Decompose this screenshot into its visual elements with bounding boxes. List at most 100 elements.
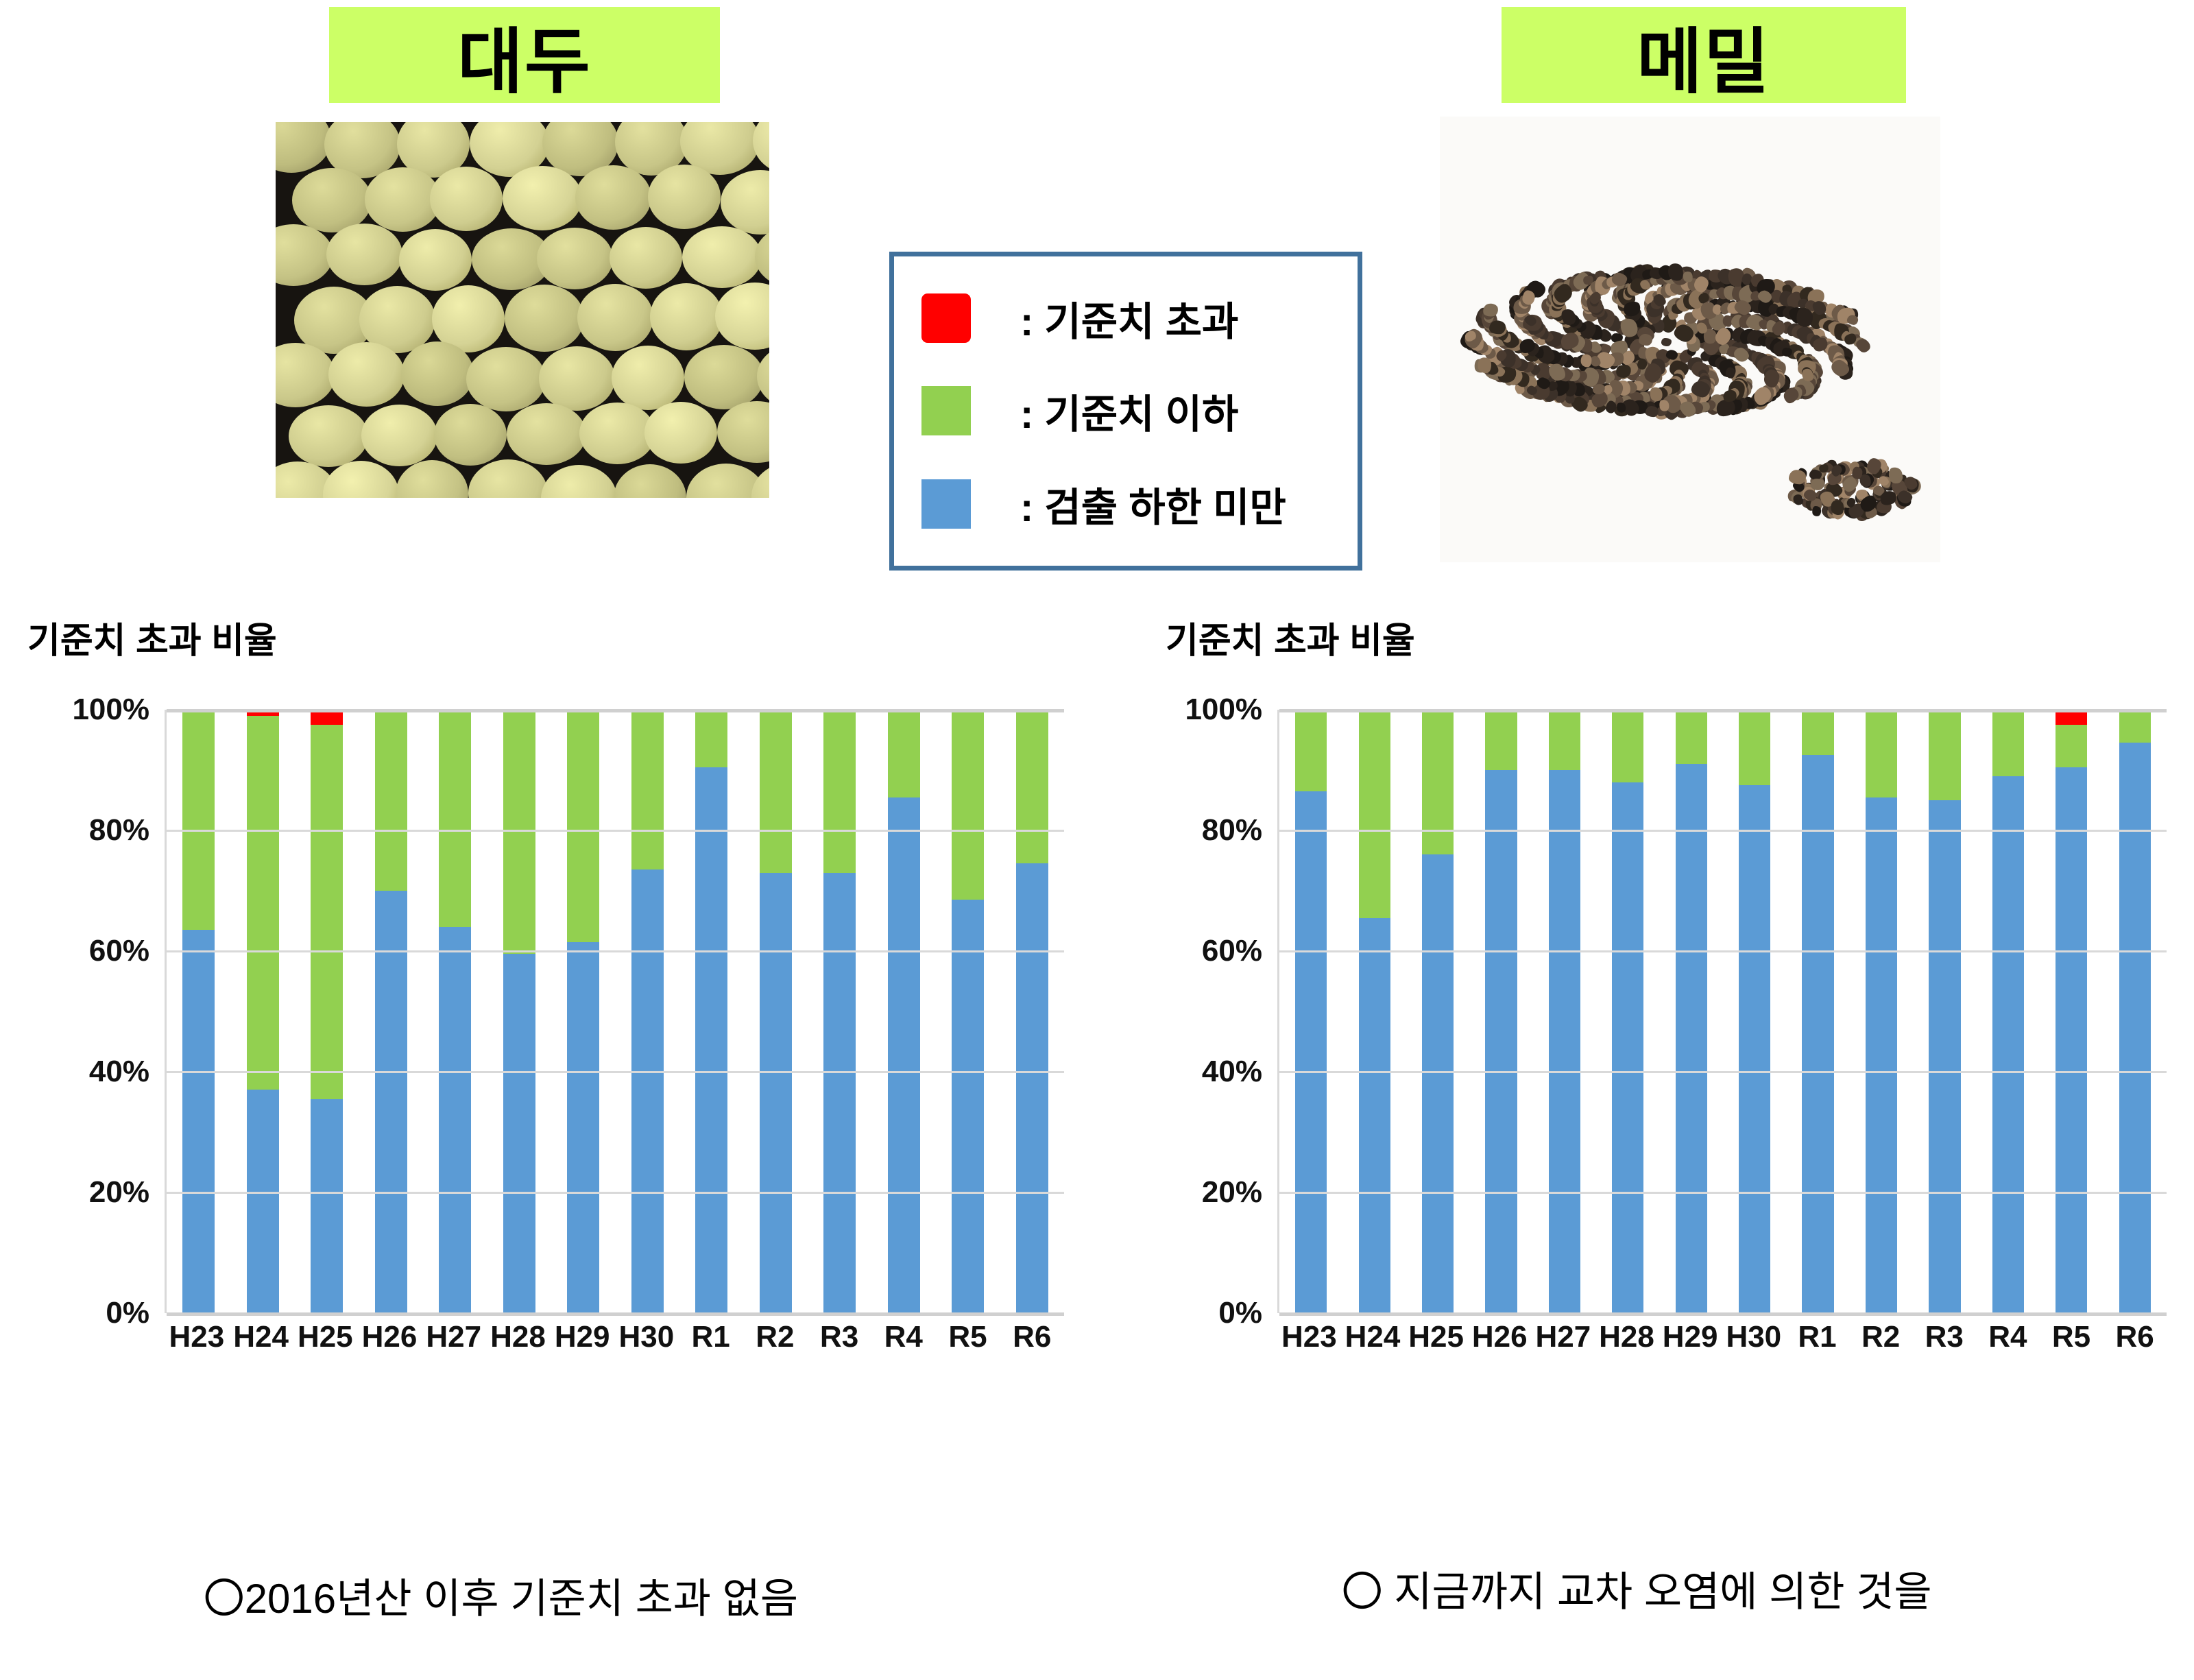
- bar-segment-below: [823, 710, 856, 873]
- soybean-seed: [328, 342, 405, 407]
- buckwheat-caption-line2: 제외하고 기준치 초과 없음: [1359, 1675, 1932, 1680]
- bar-segment-below: [246, 715, 279, 1090]
- buckwheat-caption-line1: 〇 지금까지 교차 오염에 의한 것을: [1341, 1569, 1932, 1615]
- soybean-caption-text: 〇2016년산 이후 기준치 초과 없음: [203, 1576, 799, 1622]
- y-tick-label: 100%: [72, 693, 149, 726]
- bar-segment-nondetect: [952, 900, 985, 1313]
- stacked-bar: [311, 710, 343, 1313]
- stacked-bar: [1802, 710, 1834, 1313]
- bar-segment-below: [1548, 710, 1580, 770]
- stacked-bar: [1015, 710, 1048, 1313]
- x-axis-label: R6: [1013, 1320, 1052, 1354]
- bar-segment-exceed: [246, 710, 279, 716]
- gridline: [167, 830, 1064, 832]
- soybean-seed: [396, 460, 468, 498]
- bar-segment-nondetect: [1929, 800, 1961, 1313]
- stacked-bar: [1421, 710, 1454, 1313]
- bar-segment-nondetect: [1865, 797, 1898, 1313]
- buckwheat-husk: [1638, 334, 1653, 346]
- soybean-seed: [715, 283, 769, 350]
- soybean-chart-title: 기준치 초과 비율: [27, 621, 277, 661]
- bar-slot: [1596, 710, 1659, 1313]
- soybean-seed: [579, 403, 655, 464]
- bar-slot: [167, 710, 231, 1313]
- bar-slot: [1660, 710, 1723, 1313]
- buckwheat-husk: [1661, 337, 1672, 347]
- stacked-bar: [2056, 710, 2088, 1313]
- stacked-bar: [503, 710, 535, 1313]
- soybean-seed: [539, 346, 615, 411]
- bar-segment-below: [1612, 710, 1644, 782]
- gridline: [1279, 1071, 2167, 1073]
- x-axis-label: H29: [554, 1320, 610, 1354]
- soybean-seed: [466, 347, 546, 411]
- bar-segment-below: [1992, 710, 2024, 776]
- bar-segment-below: [1675, 710, 1707, 765]
- bar-slot: [1279, 710, 1342, 1313]
- legend-item-below: : 기준치 이하: [921, 370, 1358, 452]
- legend-label-below: : 기준치 이하: [1020, 392, 1239, 437]
- stacked-bar: [823, 710, 856, 1313]
- bar-slot: [231, 710, 296, 1313]
- soybean-plot: 0% 20% 40% 60% 80% 100% H23 H24 H25 H26 H27 H28 H29…: [72, 693, 1064, 1395]
- bar-segment-below: [1358, 710, 1390, 918]
- soybean-seed: [292, 168, 372, 232]
- bar-segment-nondetect: [1992, 776, 2024, 1313]
- bar-slot: [295, 710, 359, 1313]
- x-axis-label: H24: [1345, 1320, 1401, 1354]
- soybean-seed: [614, 464, 686, 498]
- soybean-seed: [276, 224, 333, 286]
- bar-segment-below: [2119, 710, 2151, 743]
- bar-slot: [872, 710, 937, 1313]
- stacked-bar: [1485, 710, 1517, 1313]
- bar-slot: [1786, 710, 1849, 1313]
- stacked-bar: [1295, 710, 1327, 1313]
- soybean-seed: [503, 166, 582, 230]
- bar-segment-below: [1421, 710, 1454, 855]
- stacked-bar: [1358, 710, 1390, 1313]
- bar-segment-below: [1015, 710, 1048, 864]
- soybean-seed: [289, 405, 368, 467]
- soybean-seed: [648, 165, 721, 229]
- bar-segment-nondetect: [1485, 770, 1517, 1313]
- soybean-plot-area: [165, 709, 1064, 1316]
- soybean-seed: [755, 226, 769, 287]
- soybean-seed: [721, 170, 769, 235]
- bar-segment-below: [439, 712, 472, 927]
- x-axis-label: H23: [1281, 1320, 1337, 1354]
- buckwheat-husk: [1521, 289, 1535, 306]
- stacked-bar: [1548, 710, 1580, 1313]
- bar-slot: [487, 710, 552, 1313]
- bar-slot: [1533, 710, 1596, 1313]
- bar-slot: [936, 710, 1000, 1313]
- x-axis-label: H28: [1599, 1320, 1654, 1354]
- bar-segment-nondetect: [503, 954, 535, 1313]
- bar-segment-below: [952, 710, 985, 900]
- bar-slot: [616, 710, 680, 1313]
- red-square-swatch-icon: [921, 293, 971, 343]
- buckwheat-title-chip: 메밀: [1502, 7, 1906, 103]
- buckwheat-title-text: 메밀: [1637, 22, 1771, 102]
- soybean-seed: [541, 465, 617, 498]
- soybean-seed: [612, 346, 684, 410]
- bar-segment-exceed: [311, 710, 343, 725]
- soybean-seed: [684, 345, 764, 409]
- bar-segment-nondetect: [567, 941, 600, 1313]
- stacked-bar: [567, 710, 600, 1313]
- soybean-title-text: 대두: [457, 22, 592, 102]
- bar-segment-nondetect: [1295, 791, 1327, 1313]
- x-axis-label: R3: [1925, 1320, 1964, 1354]
- x-axis-label: H30: [1726, 1320, 1782, 1354]
- bar-segment-nondetect: [439, 926, 472, 1313]
- gridline: [167, 1071, 1064, 1073]
- bar-segment-below: [2056, 725, 2088, 767]
- soybean-photo: [276, 122, 769, 498]
- buckwheat-plot: 0% 20% 40% 60% 80% 100% H23 H24 H25 H26 H27 H28 H29…: [1185, 693, 2167, 1395]
- bar-segment-below: [1929, 710, 1961, 800]
- bar-segment-below: [631, 710, 664, 870]
- y-tick-label: 0%: [106, 1296, 149, 1330]
- bar-segment-nondetect: [887, 797, 920, 1313]
- bar-slot: [679, 710, 744, 1313]
- bar-segment-nondetect: [1675, 764, 1707, 1313]
